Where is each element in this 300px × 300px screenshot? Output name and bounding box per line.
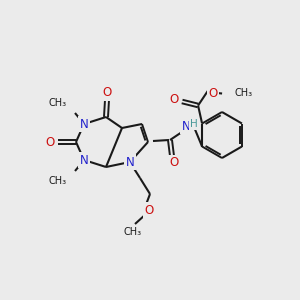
Text: CH₃: CH₃ xyxy=(49,98,67,108)
Text: CH₃: CH₃ xyxy=(234,88,252,98)
Text: O: O xyxy=(45,136,55,148)
Text: O: O xyxy=(208,87,218,100)
Text: H: H xyxy=(190,119,198,129)
Text: O: O xyxy=(144,203,154,217)
Text: N: N xyxy=(126,155,134,169)
Text: O: O xyxy=(169,157,178,169)
Text: N: N xyxy=(182,119,190,133)
Text: CH₃: CH₃ xyxy=(49,176,67,186)
Text: N: N xyxy=(80,118,88,130)
Text: O: O xyxy=(169,93,179,106)
Text: O: O xyxy=(102,86,112,100)
Text: N: N xyxy=(80,154,88,166)
Text: CH₃: CH₃ xyxy=(124,227,142,237)
